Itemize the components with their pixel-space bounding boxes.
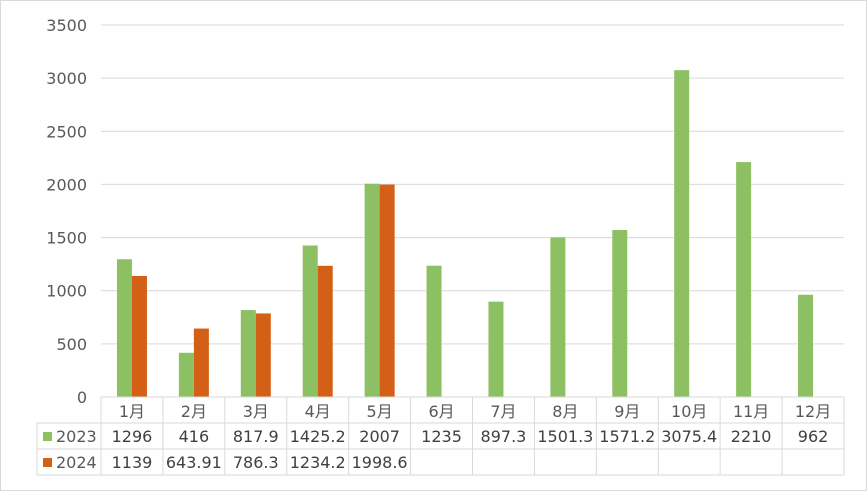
bar-2023-8 bbox=[550, 237, 566, 397]
data-table-value: 1425.2 bbox=[290, 427, 346, 446]
data-table-value: 786.3 bbox=[233, 453, 279, 472]
y-tick-label: 1000 bbox=[46, 282, 87, 301]
bar-2024-1 bbox=[131, 275, 147, 397]
y-tick-label: 2000 bbox=[46, 175, 87, 194]
x-category-label: 4月 bbox=[305, 402, 331, 421]
x-category-label: 7月 bbox=[490, 402, 516, 421]
bar-2023-5 bbox=[364, 183, 380, 397]
data-table: 1月 2月 3月 4月 5月 6月 7月 8月 9月 10月 11月 12月 2023 1296 416 81… bbox=[36, 396, 845, 476]
data-table-value: 897.3 bbox=[481, 427, 527, 446]
x-category-label: 8月 bbox=[552, 402, 578, 421]
data-table-value: 1235 bbox=[421, 427, 462, 446]
x-category-label: 10月 bbox=[671, 402, 707, 421]
bar-2024-3 bbox=[255, 313, 271, 397]
gridlines bbox=[101, 24, 844, 345]
data-table-value: 2210 bbox=[731, 427, 772, 446]
x-category-label: 5月 bbox=[367, 402, 393, 421]
y-axis-ticks: 0 500 1000 1500 2000 2500 3000 3500 bbox=[46, 16, 87, 407]
bar-2023-6 bbox=[426, 265, 442, 397]
bar-2023-4 bbox=[302, 245, 318, 397]
x-category-label: 2月 bbox=[181, 402, 207, 421]
y-tick-label: 3500 bbox=[46, 16, 87, 35]
x-category-label: 3月 bbox=[243, 402, 269, 421]
y-tick-label: 1500 bbox=[46, 229, 87, 248]
y-tick-label: 2500 bbox=[46, 122, 87, 141]
data-table-value: 1998.6 bbox=[352, 453, 408, 472]
y-tick-label: 0 bbox=[77, 388, 87, 407]
bar-2023-11 bbox=[736, 162, 752, 397]
data-table-value: 962 bbox=[798, 427, 829, 446]
data-table-value: 416 bbox=[179, 427, 210, 446]
bar-2023-7 bbox=[488, 301, 504, 397]
data-table-value: 2007 bbox=[359, 427, 400, 446]
bar-2023-9 bbox=[612, 230, 628, 397]
data-table-value: 1139 bbox=[112, 453, 153, 472]
legend-key-2024 bbox=[43, 458, 52, 467]
data-table-value: 643.91 bbox=[166, 453, 222, 472]
x-category-label: 11月 bbox=[733, 402, 769, 421]
bar-2024-4 bbox=[317, 265, 333, 397]
legend-label-2024: 2024 bbox=[56, 453, 97, 472]
data-table-value: 1571.2 bbox=[599, 427, 655, 446]
data-table-value: 1501.3 bbox=[537, 427, 593, 446]
bar-2023-12 bbox=[798, 294, 814, 397]
legend-label-2023: 2023 bbox=[56, 427, 97, 446]
x-category-label: 12月 bbox=[795, 402, 831, 421]
data-table-value: 817.9 bbox=[233, 427, 279, 446]
bar-2023-1 bbox=[116, 259, 132, 397]
x-category-label: 1月 bbox=[119, 402, 145, 421]
bar-2023-2 bbox=[178, 352, 194, 397]
bar-2023-10 bbox=[674, 70, 690, 398]
bars bbox=[116, 70, 814, 398]
bar-2024-5 bbox=[379, 184, 395, 397]
data-table-value: 1234.2 bbox=[290, 453, 346, 472]
y-tick-label: 500 bbox=[56, 335, 87, 354]
bar-2024-2 bbox=[193, 328, 209, 397]
x-category-label: 6月 bbox=[428, 402, 454, 421]
bar-2023-3 bbox=[240, 310, 256, 397]
y-tick-label: 3000 bbox=[46, 69, 87, 88]
data-table-value: 1296 bbox=[112, 427, 153, 446]
legend-key-2023 bbox=[43, 432, 52, 441]
x-category-label: 9月 bbox=[614, 402, 640, 421]
data-table-value: 3075.4 bbox=[661, 427, 717, 446]
